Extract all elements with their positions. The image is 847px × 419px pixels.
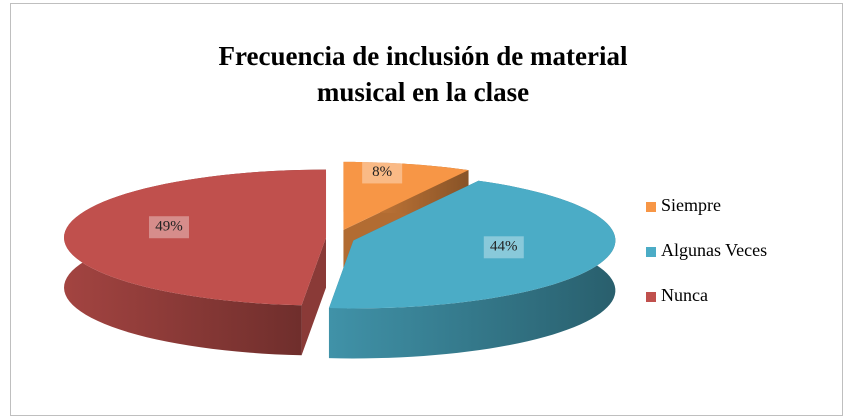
label-box — [362, 161, 403, 184]
data-label: 49% — [155, 219, 183, 235]
legend-label: Nunca — [661, 285, 708, 305]
slice-top — [328, 180, 616, 309]
legend-swatch — [646, 292, 656, 302]
legend-swatch — [646, 202, 656, 212]
pie-slice — [64, 169, 327, 356]
label-box — [483, 236, 524, 259]
legend-label: Algunas Veces — [661, 240, 767, 260]
slice-top — [64, 169, 327, 306]
slice-top — [343, 161, 469, 230]
slice-side — [301, 237, 327, 356]
label-box — [148, 216, 189, 239]
legend-swatch — [646, 247, 656, 257]
data-label: 44% — [490, 239, 518, 255]
legend-label: Siempre — [661, 195, 721, 215]
pie-slice — [328, 180, 616, 359]
chart-title: Frecuencia de inclusión de material musi… — [218, 41, 628, 107]
data-label: 8% — [372, 164, 392, 180]
